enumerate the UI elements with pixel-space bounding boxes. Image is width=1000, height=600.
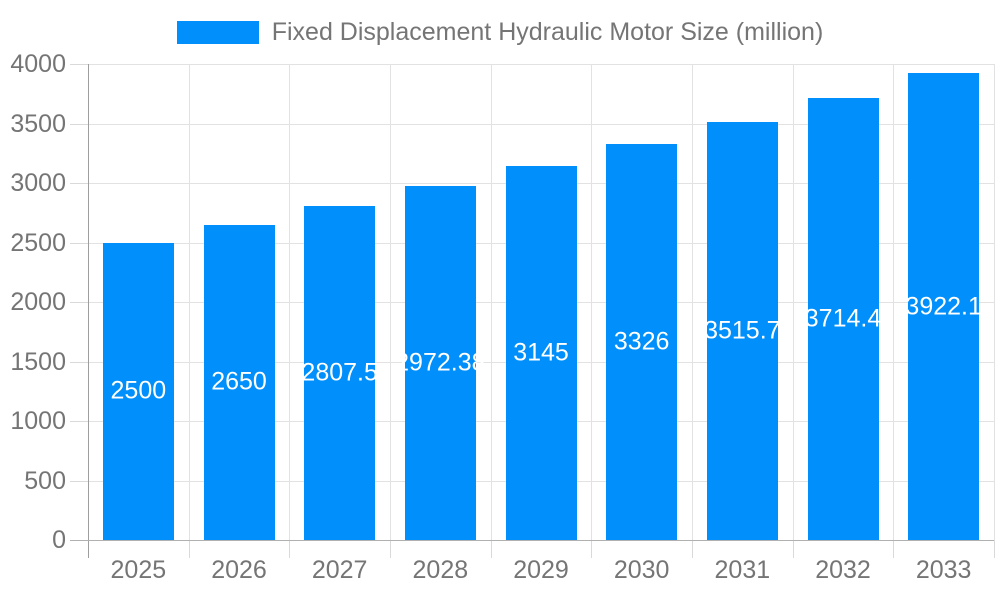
- y-axis-line: [88, 64, 89, 558]
- bar-value-2027: 2807.5: [301, 358, 378, 387]
- y-axis-label: 4000: [10, 50, 66, 78]
- x-axis-tick: [994, 540, 995, 558]
- x-axis-label-2029: 2029: [513, 556, 569, 584]
- x-gridline: [692, 64, 693, 540]
- y-axis-label: 2000: [10, 288, 66, 316]
- bar-2025[interactable]: [102, 242, 174, 540]
- legend-label: Fixed Displacement Hydraulic Motor Size …: [271, 18, 824, 46]
- y-axis-tick: [70, 361, 88, 363]
- y-axis-label: 3500: [10, 109, 66, 138]
- y-axis-tick: [70, 64, 88, 65]
- x-gridline: [188, 64, 190, 540]
- y-gridline: [88, 64, 994, 65]
- bar-value-2026: 2650: [211, 367, 267, 396]
- bar-2030[interactable]: [606, 144, 678, 540]
- bar-value-2025: 2500: [110, 376, 167, 405]
- bar-2026[interactable]: [203, 224, 275, 540]
- x-axis-tick: [490, 540, 492, 558]
- x-axis-tick: [792, 540, 794, 558]
- y-axis-label: 2500: [10, 228, 66, 257]
- x-axis-label-2030: 2030: [613, 556, 670, 584]
- bar-2031[interactable]: [706, 121, 778, 540]
- x-axis-label-2031: 2031: [714, 556, 771, 584]
- x-axis-tick: [692, 540, 693, 558]
- y-axis-tick: [70, 183, 88, 184]
- bar-value-2028: 2972.38: [395, 348, 486, 377]
- bar-2029[interactable]: [505, 165, 577, 540]
- y-gridline: [88, 123, 994, 125]
- x-axis-tick: [390, 540, 391, 558]
- x-axis-tick: [591, 540, 593, 558]
- x-gridline: [490, 64, 492, 540]
- x-axis-line: [70, 540, 994, 541]
- bar-value-2032: 3714.4: [804, 304, 882, 333]
- x-gridline: [994, 64, 995, 540]
- legend-swatch: [176, 21, 259, 44]
- x-axis-label-2032: 2032: [815, 556, 871, 584]
- x-gridline: [893, 64, 895, 540]
- x-axis-tick: [289, 540, 291, 558]
- y-axis-label: 0: [52, 526, 66, 554]
- y-axis-tick: [70, 480, 88, 482]
- bar-value-2033: 3922.1: [905, 292, 982, 321]
- bar-2033[interactable]: [908, 73, 980, 540]
- bar-value-2029: 3145: [513, 338, 569, 367]
- y-axis-label: 1500: [10, 347, 66, 376]
- x-axis-label-2025: 2025: [110, 556, 167, 584]
- bar-2032[interactable]: [807, 97, 879, 540]
- bar-2028[interactable]: [404, 186, 476, 540]
- bar-value-2031: 3515.7: [704, 316, 781, 345]
- x-gridline: [289, 64, 291, 540]
- chart-legend[interactable]: Fixed Displacement Hydraulic Motor Size …: [0, 18, 1000, 47]
- y-axis-label: 3000: [10, 169, 66, 197]
- bar-value-2030: 3326: [613, 327, 670, 356]
- x-axis-tick: [188, 540, 190, 558]
- bar-2027[interactable]: [304, 205, 376, 540]
- x-gridline: [792, 64, 794, 540]
- y-axis-tick: [70, 421, 88, 422]
- y-axis-tick: [70, 123, 88, 125]
- x-axis-tick: [893, 540, 895, 558]
- y-axis-label: 1000: [10, 407, 66, 435]
- x-gridline: [591, 64, 593, 540]
- y-axis-tick: [70, 242, 88, 244]
- y-axis-tick: [70, 302, 88, 303]
- x-axis-label-2026: 2026: [211, 556, 267, 584]
- x-gridline: [390, 64, 391, 540]
- x-axis-label-2033: 2033: [915, 556, 972, 584]
- x-axis-label-2027: 2027: [311, 556, 368, 584]
- y-axis-label: 500: [24, 466, 66, 495]
- x-axis-label-2028: 2028: [412, 556, 469, 584]
